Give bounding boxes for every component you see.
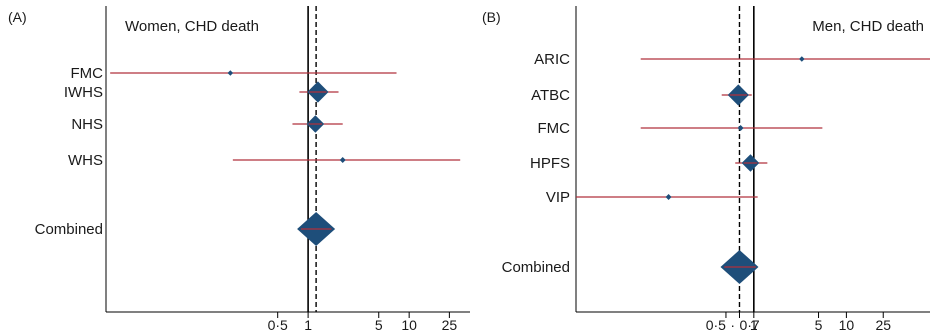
study-label: FMC — [71, 65, 104, 82]
x-tick-label: 0·5 — [268, 317, 288, 333]
point-estimate-marker — [665, 194, 672, 200]
point-estimate-marker — [227, 70, 234, 76]
x-tick-label: 5 — [815, 317, 823, 333]
study-label: IWHS — [64, 84, 103, 101]
study-label: NHS — [71, 116, 103, 133]
x-tick-label: 25 — [875, 317, 891, 333]
point-estimate-marker — [737, 125, 744, 131]
combined-label: Combined — [502, 259, 570, 276]
study-label: FMC — [538, 120, 571, 137]
x-tick-label-separator: · — [730, 317, 735, 333]
x-tick-label: 0·7 — [739, 317, 759, 333]
panel-label: (B) — [482, 9, 501, 25]
panel-title: Women, CHD death — [125, 18, 259, 35]
x-tick-label: 0·5 — [706, 317, 726, 333]
x-tick-label: 5 — [375, 317, 383, 333]
study-label: ARIC — [534, 51, 570, 68]
point-estimate-marker — [799, 56, 805, 62]
panel-title: Men, CHD death — [812, 18, 924, 35]
study-label: VIP — [546, 189, 570, 206]
study-label: WHS — [68, 152, 103, 169]
x-tick-label: 10 — [401, 317, 417, 333]
x-tick-label: 10 — [839, 317, 855, 333]
point-estimate-marker — [339, 157, 346, 163]
panel-label: (A) — [8, 9, 27, 25]
combined-label: Combined — [35, 221, 103, 238]
x-tick-label: 25 — [442, 317, 458, 333]
study-label: ATBC — [531, 87, 570, 104]
x-tick-label: 1 — [304, 317, 312, 333]
study-label: HPFS — [530, 155, 570, 172]
x-tick-label: 1 — [750, 317, 758, 333]
